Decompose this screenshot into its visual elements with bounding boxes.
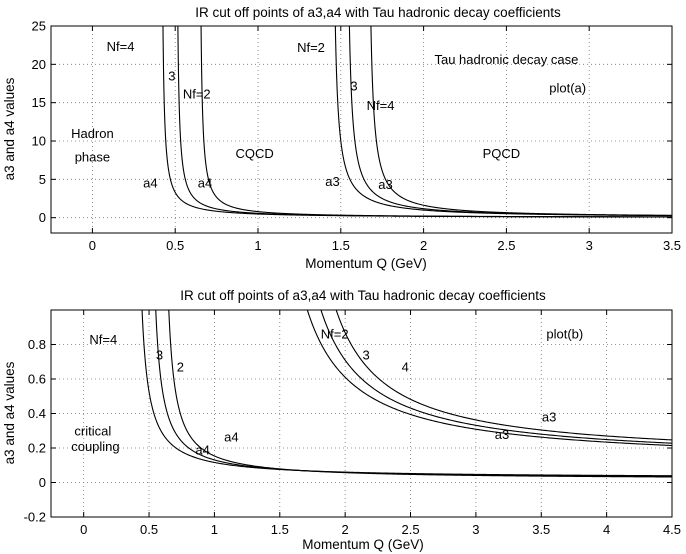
plot-a-series-a4-nf-2 xyxy=(200,26,672,218)
plot-a-annotation: Nf=2 xyxy=(183,87,211,102)
plot-a-annotation: Nf=2 xyxy=(297,40,325,55)
plot-b-title: IR cut off points of a3,a4 with Tau hadr… xyxy=(180,288,546,303)
plot-a-x-tick-label: 2.5 xyxy=(497,238,515,253)
plot-a-title: IR cut off points of a3,a4 with Tau hadr… xyxy=(195,5,561,20)
plot-b-x-tick-label: 0 xyxy=(80,522,87,537)
plot-a-xlabel: Momentum Q (GeV) xyxy=(305,256,427,271)
plot-b-y-tick-label: 0 xyxy=(39,475,46,490)
plot-a-annotation: 3 xyxy=(168,68,175,83)
plot-a-series-a3-nf-3 xyxy=(348,26,672,217)
plot-a-x-tick-label: 0.5 xyxy=(166,238,184,253)
plot-a-y-tick-label: 20 xyxy=(32,57,46,72)
plot-a-x-tick-label: 1 xyxy=(254,238,261,253)
plot-a-annotation: a3 xyxy=(378,177,392,192)
plot-b-y-tick-label: -0.2 xyxy=(24,510,46,525)
plot-a-ylabel: a3 and a4 values xyxy=(2,77,17,180)
plot-a-x-tick-label: 3.5 xyxy=(663,238,681,253)
plot-a-annotation: 3 xyxy=(350,78,357,93)
plot-b-x-tick-label: 0.5 xyxy=(140,522,158,537)
plot-b-area: 0 0.5 1 1.5 2 2.5 3 3.5 4 4.5 -0.2 0 0.2 0.4 0.6 0.8 Nf=… xyxy=(24,309,681,537)
plot-b-annotation: a4 xyxy=(195,442,209,457)
plot-a-axes-frame xyxy=(50,25,673,234)
plot-a-x-tick-label: 2 xyxy=(420,238,427,253)
plot-b-annotation: critical xyxy=(74,423,111,438)
plot-a-series-a4-nf-4 xyxy=(162,26,672,218)
plot-b-annotation: 3 xyxy=(362,347,369,362)
plot-a-annotation: phase xyxy=(75,150,110,165)
plot-a: IR cut off points of a3,a4 with Tau hadr… xyxy=(2,5,682,271)
plot-b-x-tick-label: 1.5 xyxy=(271,522,289,537)
plot-b-annotation: a3 xyxy=(495,427,509,442)
plot-a-annotation: a4 xyxy=(143,176,157,191)
plot-a-x-tick-label: 0 xyxy=(89,238,96,253)
plot-b-annotation: plot(b) xyxy=(546,327,583,342)
plot-a-annotation: CQCD xyxy=(236,146,274,161)
plot-b-annotation: a4 xyxy=(224,429,238,444)
plot-b-annotation: a3 xyxy=(542,409,556,424)
plot-a-series-a3-nf-4 xyxy=(370,26,672,216)
plot-b-xlabel: Momentum Q (GeV) xyxy=(302,537,424,552)
plot-b-series-a4-nf-2 xyxy=(168,310,672,478)
plot-b-x-tick-label: 3 xyxy=(472,522,479,537)
plot-b-series-a3-nf-4 xyxy=(335,310,672,441)
plot-a-y-tick-label: 25 xyxy=(32,19,46,34)
plot-a-annotation: a3 xyxy=(325,174,339,189)
plot-b-y-tick-label: 0.8 xyxy=(28,337,46,352)
plot-a-y-tick-label: 0 xyxy=(39,210,46,225)
plot-b-series-a3-nf-2 xyxy=(306,310,672,447)
plot-b-annotation: 2 xyxy=(177,359,184,374)
plot-b-annotation: coupling xyxy=(71,439,119,454)
plot-a-annotation: Nf=4 xyxy=(367,98,395,113)
plot-b-annotation: Nf=4 xyxy=(89,332,117,347)
plot-b-x-tick-label: 2 xyxy=(342,522,349,537)
plot-b-y-tick-label: 0.2 xyxy=(28,441,46,456)
plot-a-annotation: Tau hadronic decay case xyxy=(434,52,578,67)
plot-a-annotation: plot(a) xyxy=(549,81,586,96)
plot-b-x-tick-label: 3.5 xyxy=(532,522,550,537)
plot-a-annotation: Nf=4 xyxy=(107,39,135,54)
plot-b-series-a4-nf-3 xyxy=(155,310,672,477)
plot-b-series-a4-nf-4 xyxy=(141,310,672,477)
plot-b-y-tick-label: 0.4 xyxy=(28,406,46,421)
plot-a-annotation: a4 xyxy=(198,176,212,191)
plot-b-annotation: Nf=2 xyxy=(321,327,349,342)
plot-b-series-a3-nf-3 xyxy=(320,310,672,444)
plot-a-annotation: PQCD xyxy=(483,146,521,161)
plot-b-y-tick-label: 0.6 xyxy=(28,372,46,387)
plot-b-x-tick-label: 2.5 xyxy=(401,522,419,537)
plot-b-x-tick-label: 4 xyxy=(603,522,610,537)
plot-a-x-tick-label: 3 xyxy=(586,238,593,253)
plot-a-area: 0 0.5 1 1.5 2 2.5 3 3.5 0 5 10 15 20 25 Nf=4 3 Nf=2 Hadro… xyxy=(32,19,682,254)
plot-a-y-tick-label: 10 xyxy=(32,134,46,149)
plot-a-y-tick-label: 5 xyxy=(39,172,46,187)
plot-a-y-tick-label: 15 xyxy=(32,95,46,110)
plot-a-annotation: Hadron xyxy=(71,126,114,141)
plot-b-annotation: 4 xyxy=(402,359,409,374)
plot-b-x-tick-label: 4.5 xyxy=(663,522,681,537)
plot-b-annotation: 3 xyxy=(156,347,163,362)
plot-b-ylabel: a3 and a4 values xyxy=(2,361,17,464)
plot-a-x-tick-label: 1.5 xyxy=(332,238,350,253)
plot-a-series-a4-nf-3 xyxy=(177,26,672,218)
plot-b-x-tick-label: 1 xyxy=(211,522,218,537)
